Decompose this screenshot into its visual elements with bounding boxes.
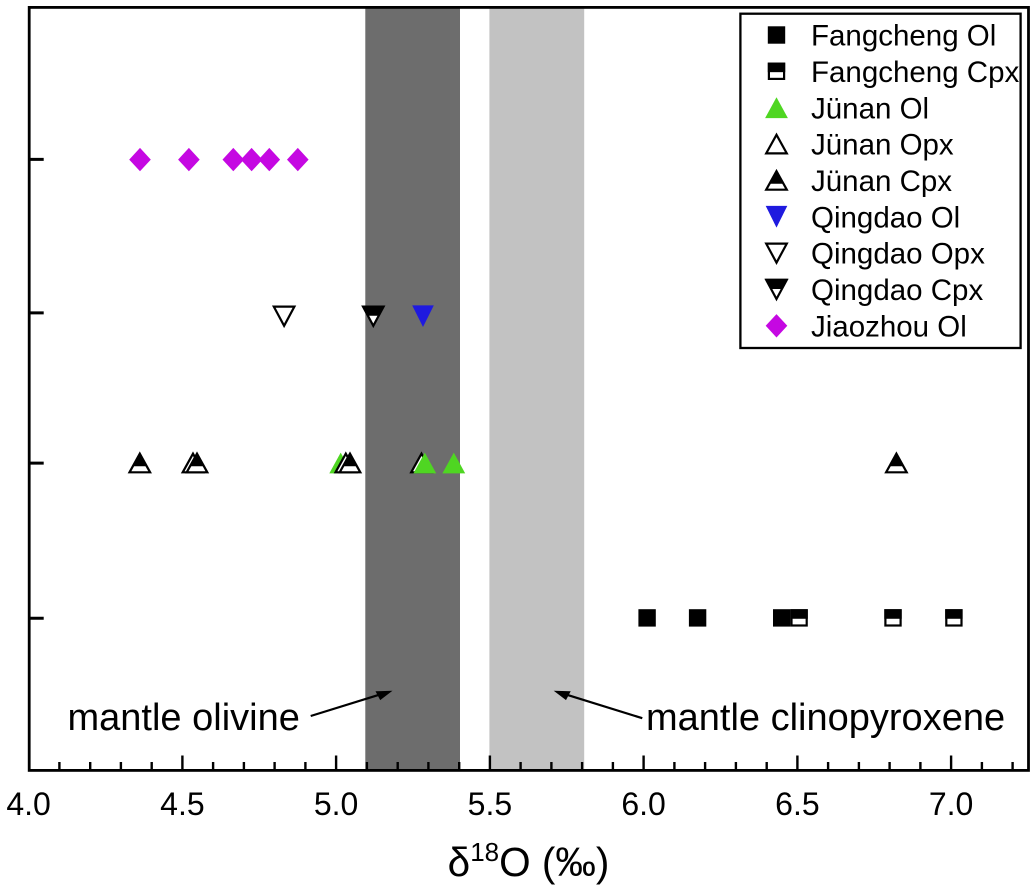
svg-text:Jünan Opx: Jünan Opx [811, 129, 954, 162]
svg-text:4.0: 4.0 [6, 786, 50, 822]
svg-text:Fangcheng Cpx: Fangcheng Cpx [811, 56, 1020, 89]
svg-text:4.5: 4.5 [160, 786, 204, 822]
svg-text:Fangcheng Ol: Fangcheng Ol [811, 20, 996, 53]
svg-text:δ18O (‰): δ18O (‰) [448, 837, 610, 885]
svg-text:7.0: 7.0 [929, 786, 973, 822]
svg-text:Qingdao Ol: Qingdao Ol [811, 201, 960, 234]
svg-text:6.5: 6.5 [775, 786, 819, 822]
svg-text:Jünan Cpx: Jünan Cpx [811, 165, 952, 198]
svg-text:Qingdao Opx: Qingdao Opx [811, 238, 985, 271]
svg-text:6.0: 6.0 [621, 786, 665, 822]
svg-text:5.0: 5.0 [314, 786, 358, 822]
svg-text:Jünan Ol: Jünan Ol [811, 92, 929, 125]
svg-text:mantle clinopyroxene: mantle clinopyroxene [646, 697, 1005, 739]
svg-text:Qingdao Cpx: Qingdao Cpx [811, 274, 983, 307]
svg-text:mantle olivine: mantle olivine [68, 697, 300, 739]
svg-text:Jiaozhou Ol: Jiaozhou Ol [811, 310, 967, 343]
svg-text:5.5: 5.5 [468, 786, 512, 822]
